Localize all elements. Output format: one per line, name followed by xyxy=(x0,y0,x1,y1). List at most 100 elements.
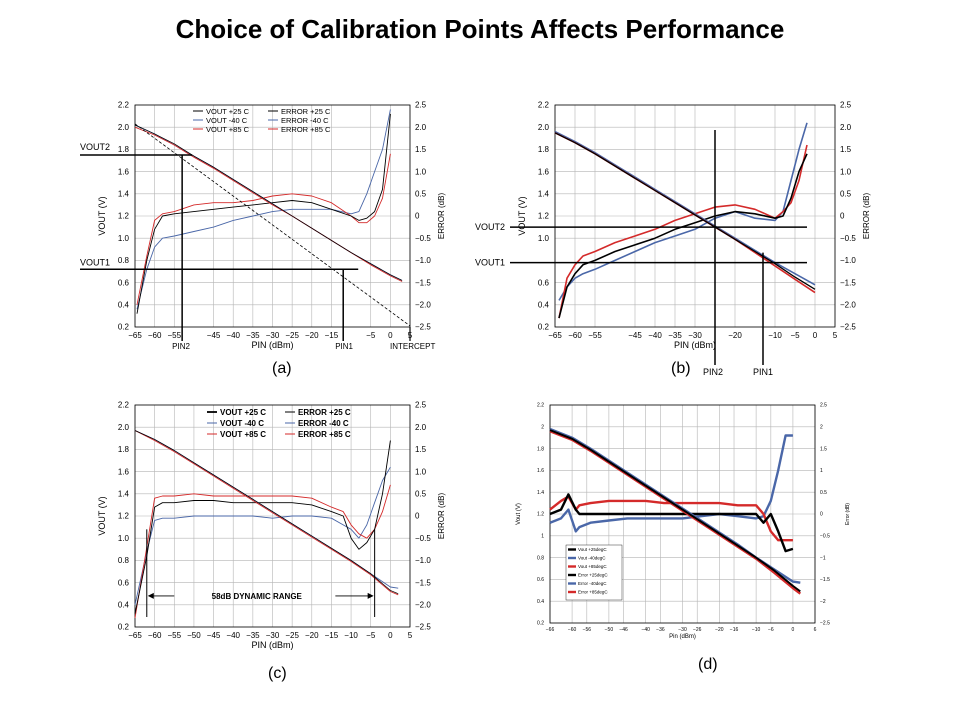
pin2-label: PIN2 xyxy=(703,367,723,377)
x-axis-label: PIN (dBm) xyxy=(674,340,716,350)
x-tick-label: 6 xyxy=(814,627,817,633)
series-error-m40 xyxy=(136,109,391,310)
x-tick-label: −5 xyxy=(790,331,800,340)
y-tick-label: 0.2 xyxy=(537,621,544,627)
x-tick-label: 0 xyxy=(792,627,795,633)
page-title: Choice of Calibration Points Affects Per… xyxy=(175,14,785,44)
y-tick-label: 0.8 xyxy=(118,556,130,565)
y-tick-label: 0.2 xyxy=(538,323,550,332)
x-tick-label: −40 xyxy=(226,331,240,340)
series-error-m40 xyxy=(134,466,391,605)
x-tick-label: −36 xyxy=(656,627,665,633)
chart-c: 0.2 0.4 0.6 0.8 1.0 1.2 1.4 1.6 1.8 2.0 2.2 −2.5 −2.… xyxy=(97,401,446,650)
x-tick-label: −20 xyxy=(728,331,742,340)
series-vout-p25 xyxy=(134,124,403,281)
y-tick-label: 1.0 xyxy=(118,534,130,543)
y2-tick-label: 0 xyxy=(820,512,823,518)
y2-tick-label: −1.5 xyxy=(415,578,431,587)
x-tick-label: −60 xyxy=(148,331,162,340)
y2-tick-label: −0.5 xyxy=(820,533,830,539)
series-error-p85 xyxy=(558,144,808,319)
y2-axis-label: ERROR (dB) xyxy=(862,193,871,240)
y2-axis-label: Error (dB) xyxy=(845,503,851,525)
pin2-label: PIN2 xyxy=(172,342,190,351)
x-tick-label: −65 xyxy=(128,331,142,340)
y-tick-label: 1.2 xyxy=(118,212,130,221)
series-vout-p25 xyxy=(554,132,816,290)
x-tick-label: −35 xyxy=(246,631,260,640)
x-tick-label: −50 xyxy=(605,627,614,633)
y2-tick-label: 2.5 xyxy=(415,101,427,110)
series-error-m40 xyxy=(558,122,808,301)
legend-entry: VOUT +85 C xyxy=(206,125,250,134)
y-axis-label: Vout (V) xyxy=(516,503,522,525)
y-tick-label: 2.2 xyxy=(118,401,130,410)
y-tick-label: 2.2 xyxy=(118,101,130,110)
y-tick-label: 1.8 xyxy=(118,445,130,454)
y-tick-label: 0.4 xyxy=(537,599,544,605)
x-tick-label: −30 xyxy=(688,331,702,340)
y-tick-label: 0.4 xyxy=(538,300,550,309)
y2-tick-label: 1.5 xyxy=(415,145,427,154)
x-tick-label: −45 xyxy=(207,331,221,340)
y2-axis-label: ERROR (dB) xyxy=(437,493,446,540)
chart-d-caption: (d) xyxy=(698,656,718,673)
x-tick-label: 5 xyxy=(408,631,413,640)
legend-entry: Vout +85degC xyxy=(578,564,607,569)
y-tick-label: 2.2 xyxy=(537,403,544,409)
x-tick-label: −16 xyxy=(730,627,739,633)
range-arrowhead-left xyxy=(147,592,154,599)
dynamic-range-label: 58dB DYNAMIC RANGE xyxy=(212,592,303,601)
x-tick-label: −20 xyxy=(305,631,319,640)
x-tick-label: −40 xyxy=(641,627,650,633)
y2-tick-label: 2.5 xyxy=(840,101,852,110)
x-tick-label: −60 xyxy=(148,631,162,640)
series-error-p25 xyxy=(136,113,391,314)
y2-tick-label: −2.0 xyxy=(415,300,431,309)
y2-tick-label: 0 xyxy=(840,212,845,221)
series-error-p85 xyxy=(136,153,391,305)
series-vout-p25 xyxy=(549,429,801,593)
y-tick-label: 2 xyxy=(541,424,544,430)
x-tick-label: −10 xyxy=(768,331,782,340)
y2-tick-label: 0.5 xyxy=(415,189,427,198)
x-tick-label: −55 xyxy=(167,331,181,340)
vout2-label: VOUT2 xyxy=(475,222,505,232)
legend-entry: ERROR +85 C xyxy=(281,125,331,134)
x-tick-label: −35 xyxy=(246,331,260,340)
legend-entry: VOUT -40 C xyxy=(206,116,248,125)
y2-tick-label: 1 xyxy=(820,468,823,474)
chart-b-caption: (b) xyxy=(671,360,691,377)
y-tick-label: 2.0 xyxy=(538,123,550,132)
series-vout-p85 xyxy=(134,126,403,282)
y-axis-label: VOUT (V) xyxy=(97,496,107,535)
x-tick-label: −25 xyxy=(285,631,299,640)
y-tick-label: 0.4 xyxy=(118,600,130,609)
legend-entry: Vout +25degC xyxy=(578,547,607,552)
x-tick-label: −5 xyxy=(366,331,376,340)
y-tick-label: 1.6 xyxy=(118,467,130,476)
y-tick-label: 1.2 xyxy=(537,512,544,518)
y-tick-label: 1 xyxy=(541,533,544,539)
y-tick-label: 1.4 xyxy=(538,189,550,198)
y2-tick-label: −2.5 xyxy=(415,623,431,632)
x-tick-label: −60 xyxy=(568,331,582,340)
chart-c-legend: VOUT +25 C VOUT -40 C VOUT +85 C ERROR +25 … xyxy=(207,408,351,439)
y-tick-label: 1.4 xyxy=(537,490,544,496)
y2-tick-label: −1.0 xyxy=(415,556,431,565)
y2-tick-label: 0.5 xyxy=(820,490,827,496)
pin1-label: PIN1 xyxy=(753,367,773,377)
chart-d-legend: Vout +25degC Vout -40degC Vout +85degC Erro… xyxy=(565,544,623,601)
legend-entry: Vout -40degC xyxy=(578,556,606,561)
y-tick-label: 0.6 xyxy=(537,577,544,583)
y2-tick-label: 1.0 xyxy=(840,167,852,176)
legend-entry: ERROR +85 C xyxy=(298,430,351,439)
chart-a-frame xyxy=(134,104,411,328)
x-tick-label: −20 xyxy=(715,627,724,633)
y2-tick-label: −0.5 xyxy=(415,534,431,543)
y-tick-label: 1.6 xyxy=(538,167,550,176)
y-tick-label: 1.2 xyxy=(118,512,130,521)
y2-tick-label: 1.0 xyxy=(415,167,427,176)
x-tick-label: 0 xyxy=(388,631,393,640)
series-vout-p25 xyxy=(134,430,399,595)
